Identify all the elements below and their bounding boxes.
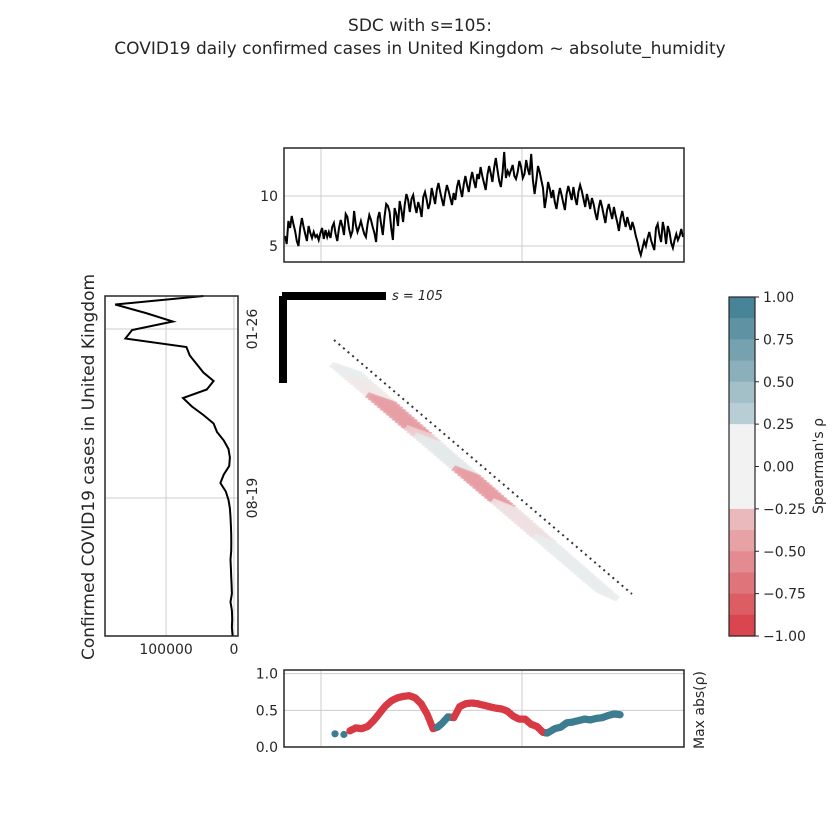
colorbar-tick-label: 0.75	[763, 332, 794, 348]
colorbar-cell	[729, 381, 755, 404]
bottom-panel-ylabel: Max abs(ρ)	[692, 671, 708, 749]
left-panel-xticks: 100000 0	[139, 642, 238, 658]
scale-bar-label: s = 105	[392, 289, 443, 304]
figure-title-line2: COVID19 daily confirmed cases in United …	[114, 39, 725, 59]
maxrho-point	[616, 711, 624, 719]
left-panel-date-ticks: 01-26 08-19	[245, 309, 261, 519]
colorbar-cells	[729, 297, 755, 637]
colorbar-cell	[729, 530, 755, 552]
bottom-ytick-label: 0.5	[256, 703, 278, 719]
colorbar-cell	[729, 402, 755, 425]
heatmap-diagonal	[333, 339, 633, 595]
bottom-ytick-label: 1.0	[256, 667, 278, 683]
colorbar-label: Spearman's ρ	[811, 418, 827, 514]
scale-bar-horizontal	[282, 292, 386, 300]
heatmap-cells	[329, 362, 621, 602]
bottom-ytick-label: 0.0	[256, 740, 278, 756]
colorbar-cell	[729, 487, 755, 510]
colorbar-tick-label: −0.75	[763, 587, 806, 603]
left-panel-grid	[105, 296, 238, 636]
bottom-panel-frame	[283, 669, 685, 748]
left-date-tick-label: 01-26	[245, 309, 261, 350]
figure-title-line1: SDC with s=105:	[348, 16, 492, 36]
left-cases-line	[114, 295, 234, 637]
top-ytick-label: 10	[260, 189, 278, 205]
colorbar-cell	[729, 614, 755, 637]
bottom-maxrho-panel: 0.0 0.5 1.0 Max abs(ρ)	[256, 667, 708, 756]
sdc-heatmap: s = 105	[279, 289, 633, 602]
left-xtick-label: 100000	[139, 642, 192, 658]
left-panel-frame	[104, 295, 239, 637]
colorbar-cell	[729, 508, 755, 531]
left-panel-ylabel: Confirmed COVID19 cases in United Kingdo…	[79, 274, 99, 660]
colorbar-tick-label: −1.00	[763, 629, 806, 645]
colorbar-tick-label: 1.00	[763, 290, 794, 306]
scale-bar-vertical	[279, 296, 287, 383]
colorbar-tick-label: −0.50	[763, 544, 806, 560]
colorbar-cell	[729, 593, 755, 616]
colorbar-cell	[729, 424, 755, 446]
top-ytick-label: 5	[269, 239, 278, 255]
top-humidity-line	[284, 151, 684, 259]
left-cases-panel: 100000 0 01-26 08-19 Confirmed COVID19 cas…	[79, 274, 261, 660]
bottom-panel-yticks: 0.0 0.5 1.0	[256, 667, 278, 756]
heatmap-cell	[594, 586, 621, 602]
colorbar-cell	[729, 466, 755, 489]
colorbar-tick-label: 0.25	[763, 417, 794, 433]
left-xtick-label: 0	[229, 642, 238, 658]
colorbar-cell	[729, 551, 755, 574]
maxrho-point	[331, 730, 339, 738]
top-panel-yticks: 5 10	[260, 189, 278, 255]
top-humidity-panel: 5 10	[260, 147, 685, 263]
maxrho-point	[340, 730, 348, 739]
colorbar-cell	[729, 339, 755, 362]
colorbar-ticks: 1.00 0.75 0.50 0.25 0.00 −0.25 −0.50 −0.75 −1.00	[755, 290, 806, 645]
colorbar-tick-label: −0.25	[763, 502, 806, 518]
colorbar-tick-label: 0.50	[763, 375, 794, 391]
colorbar-cell	[729, 297, 755, 319]
colorbar-tick-label: 0.00	[763, 460, 794, 476]
spearman-colorbar: 1.00 0.75 0.50 0.25 0.00 −0.25 −0.50 −0.75 −1.00…	[728, 290, 827, 645]
colorbar-cell	[729, 445, 755, 468]
colorbar-cell	[729, 318, 755, 340]
bottom-maxrho-points	[331, 692, 624, 739]
top-panel-frame	[283, 147, 685, 263]
colorbar-cell	[729, 360, 755, 383]
left-date-tick-label: 08-19	[245, 478, 261, 519]
top-panel-grid	[284, 148, 684, 262]
colorbar-cell	[729, 572, 755, 595]
